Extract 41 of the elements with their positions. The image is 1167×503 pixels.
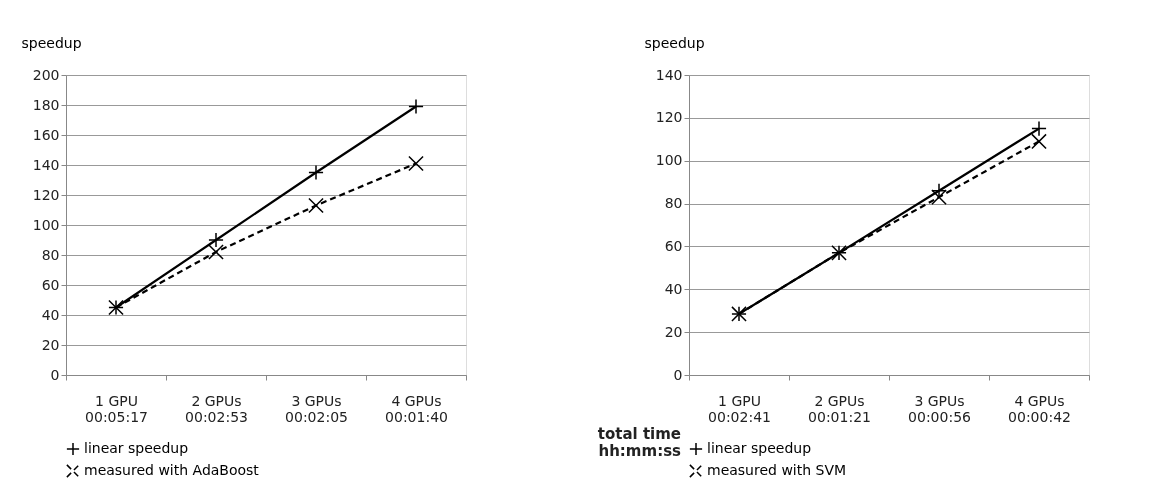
y-axis-title: speedup bbox=[21, 34, 82, 51]
legend-label: measured with SVM bbox=[707, 462, 847, 478]
x-tick-label: 1 GPU 00:05:17 bbox=[85, 392, 148, 425]
text: total time hh:mm:ss bbox=[597, 425, 682, 460]
x-tick-label: 3 GPUs 00:02:05 bbox=[285, 392, 348, 425]
y-tick-label: 140 bbox=[32, 156, 60, 173]
y-tick-label: 80 bbox=[664, 195, 683, 212]
x-tick-label: 2 GPUs 00:01:21 bbox=[808, 392, 871, 425]
y-tick-label: 120 bbox=[32, 186, 60, 203]
x-tick-label: 4 GPUs 00:00:42 bbox=[1008, 392, 1071, 425]
y-tick-label: 40 bbox=[41, 306, 60, 323]
x-tick-label: 1 GPU 00:02:41 bbox=[708, 392, 771, 425]
legend-label: measured with AdaBoost bbox=[84, 462, 260, 478]
y-tick-label: 160 bbox=[32, 126, 60, 143]
y-tick-label: 200 bbox=[32, 66, 60, 83]
x-tick-label: 3 GPUs 00:00:56 bbox=[908, 392, 972, 425]
y-tick-label: 0 bbox=[673, 366, 683, 383]
legend-label: linear speedup bbox=[84, 440, 189, 456]
point bbox=[408, 98, 424, 115]
y-tick-label: 140 bbox=[655, 66, 683, 83]
point bbox=[408, 155, 424, 172]
y-tick-label: 0 bbox=[50, 366, 60, 383]
y-tick-label: 60 bbox=[41, 276, 60, 293]
y-tick-label: 60 bbox=[664, 237, 683, 254]
x-tick-label: 4 GPUs 00:01:40 bbox=[385, 392, 448, 425]
legend-label: linear speedup bbox=[707, 440, 812, 456]
point bbox=[208, 244, 224, 260]
point bbox=[1031, 133, 1047, 150]
y-tick-label: 180 bbox=[32, 96, 60, 113]
y-tick-label: 40 bbox=[664, 280, 683, 297]
y-tick-label: 100 bbox=[655, 152, 683, 169]
y-tick-label: 20 bbox=[664, 323, 683, 340]
y-tick-label: 80 bbox=[41, 246, 60, 263]
point bbox=[308, 197, 324, 214]
point bbox=[308, 164, 324, 181]
x-tick-label: 2 GPUs 00:02:53 bbox=[185, 392, 248, 425]
y-tick-label: 20 bbox=[41, 336, 60, 353]
y-tick-label: 100 bbox=[32, 216, 60, 233]
y-axis-title: speedup bbox=[644, 34, 705, 51]
point bbox=[1031, 120, 1047, 137]
y-tick-label: 120 bbox=[655, 109, 683, 126]
